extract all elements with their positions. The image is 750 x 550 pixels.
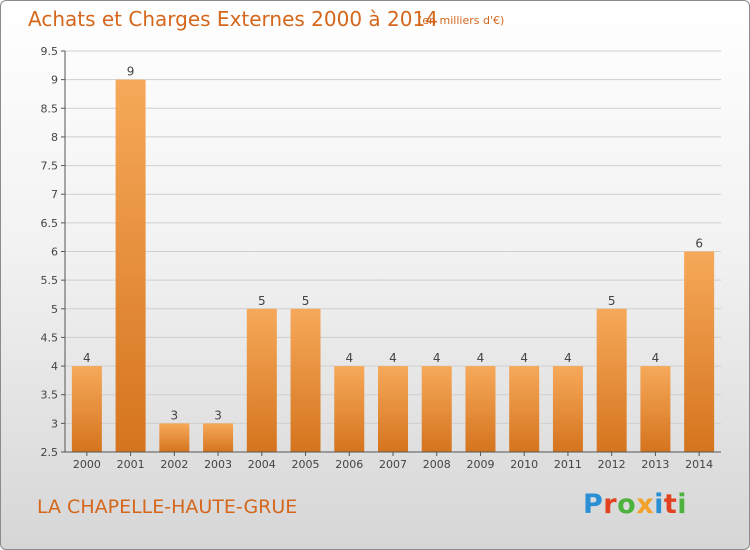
data-label-2009: 4	[477, 351, 485, 365]
bar-2012	[596, 308, 627, 452]
bars: 4 9 3 3 5 5 4 4 4 4 4 4 5 4 6	[71, 65, 715, 453]
bar-2009	[465, 366, 496, 452]
data-label-2012: 5	[608, 294, 616, 308]
x-tick-label-2005: 2005	[292, 458, 320, 471]
data-label-2010: 4	[520, 351, 528, 365]
logo-letter: t	[663, 489, 678, 520]
y-tick-label: 2.5	[41, 446, 59, 459]
logo-letter: x	[636, 489, 655, 520]
y-tick-label: 5.5	[41, 274, 59, 287]
logo-letter: o	[617, 489, 637, 520]
y-tick-label: 8	[51, 131, 58, 144]
bar-2003	[203, 423, 234, 452]
data-label-2005: 5	[302, 294, 310, 308]
x-tick-label-2004: 2004	[248, 458, 276, 471]
bar-2013	[640, 366, 671, 452]
logo-letter: i	[654, 489, 664, 520]
y-tick-label: 7	[51, 188, 58, 201]
x-tick-label-2013: 2013	[641, 458, 669, 471]
x-tick-label-2009: 2009	[466, 458, 494, 471]
bar-2006	[334, 366, 365, 452]
y-tick-label: 9.5	[41, 45, 59, 58]
logo-letter: P	[583, 489, 604, 520]
x-tick-label-2000: 2000	[73, 458, 101, 471]
chart-subtitle: (en milliers d'€)	[418, 14, 505, 27]
x-tick-label-2003: 2003	[204, 458, 232, 471]
x-tick-label-2007: 2007	[379, 458, 407, 471]
bar-2008	[421, 366, 452, 452]
x-tick-label-2014: 2014	[685, 458, 713, 471]
y-tick-label: 5	[51, 303, 58, 316]
data-label-2002: 3	[171, 408, 179, 422]
y-tick-label: 4	[51, 360, 58, 373]
y-tick-label: 9	[51, 74, 58, 87]
axes: 2.5 3 3.5 4 4.5 5 5.5 6 6.5 7 7.5 8 8.5 9 9.5 2000 2001 2…	[41, 45, 721, 471]
y-tick-label: 7.5	[41, 160, 59, 173]
bar-2001	[115, 79, 146, 453]
x-tick-label-2010: 2010	[510, 458, 538, 471]
commune-name: LA CHAPELLE-HAUTE-GRUE	[37, 496, 298, 518]
x-tick-label-2006: 2006	[335, 458, 363, 471]
data-label-2008: 4	[433, 351, 441, 365]
proxiti-logo[interactable]: Proxiti	[583, 489, 687, 520]
bar-2010	[509, 366, 540, 452]
y-tick-label: 3.5	[41, 389, 59, 402]
bar-2007	[378, 366, 408, 452]
y-tick-label: 8.5	[41, 102, 59, 115]
bar-2014	[684, 251, 715, 452]
y-tick-label: 6	[51, 246, 58, 259]
data-label-2004: 5	[258, 294, 266, 308]
data-label-2014: 6	[695, 237, 703, 251]
data-label-2003: 3	[214, 408, 222, 422]
data-label-2013: 4	[652, 351, 660, 365]
y-tick-label: 6.5	[41, 217, 59, 230]
data-label-2006: 4	[345, 351, 353, 365]
x-tick-label-2001: 2001	[117, 458, 145, 471]
bar-2004	[246, 308, 277, 452]
data-label-2011: 4	[564, 351, 572, 365]
x-tick-label-2008: 2008	[423, 458, 451, 471]
bar-2002	[159, 423, 190, 452]
data-label-2000: 4	[83, 351, 91, 365]
x-tick-label-2011: 2011	[554, 458, 582, 471]
data-label-2001: 9	[127, 65, 135, 79]
bar-2000	[71, 366, 102, 452]
x-tick-label-2012: 2012	[598, 458, 626, 471]
bar-2011	[552, 366, 583, 452]
data-label-2007: 4	[389, 351, 397, 365]
logo-letter: i	[677, 489, 688, 520]
x-tick-label-2002: 2002	[160, 458, 188, 471]
y-tick-label: 4.5	[41, 331, 59, 344]
y-tick-label: 3	[51, 417, 58, 430]
chart-title: Achats et Charges Externes 2000 à 2014	[28, 7, 438, 31]
bar-2005	[290, 308, 321, 452]
logo-letter: r	[603, 489, 618, 520]
